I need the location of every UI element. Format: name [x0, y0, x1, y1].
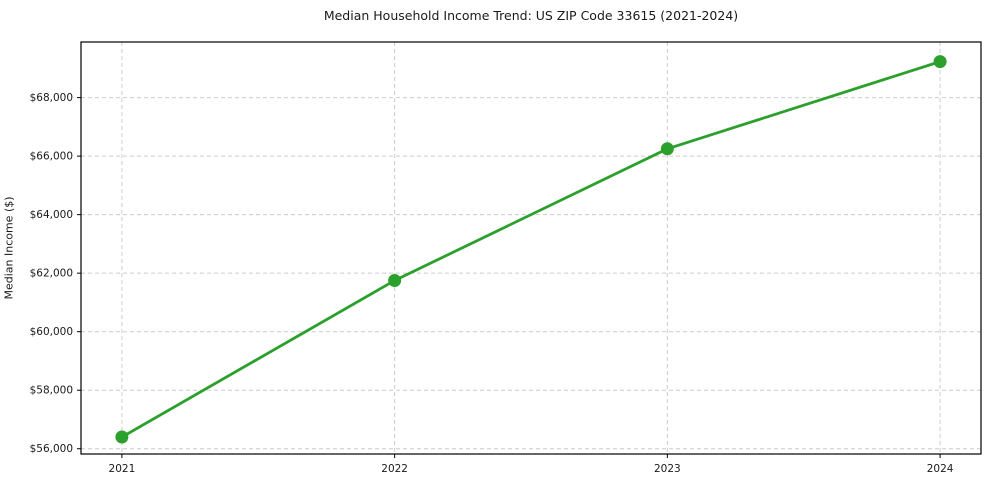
y-tick-label: $56,000 [30, 443, 73, 455]
y-tick-label: $58,000 [30, 385, 73, 397]
y-tick-label: $68,000 [30, 92, 73, 104]
trend-line [120, 60, 942, 439]
data-point [933, 55, 947, 69]
x-tick-label: 2021 [109, 463, 136, 475]
plot-border [80, 41, 982, 455]
x-tick-label: 2022 [381, 463, 408, 475]
x-tick-label: 2023 [654, 463, 681, 475]
chart-title: Median Household Income Trend: US ZIP Co… [323, 8, 739, 23]
data-point [115, 430, 129, 444]
data-point [660, 142, 674, 156]
y-tick-label: $60,000 [30, 326, 73, 338]
y-tick-label: $66,000 [30, 151, 73, 163]
y-tick-label: $62,000 [30, 268, 73, 280]
x-tick-label: 2024 [927, 463, 954, 475]
y-tick-label: $64,000 [30, 209, 73, 221]
data-point [388, 273, 402, 287]
